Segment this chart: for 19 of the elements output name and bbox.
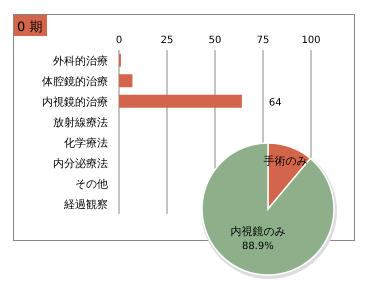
chart-title: 0 期 — [17, 20, 42, 35]
y-tick-label: 外科的治療 — [53, 54, 108, 68]
x-tick-label: 75 — [256, 35, 270, 46]
slice-label: 内視鏡のみ — [230, 224, 286, 238]
x-tick-label: 0 — [116, 35, 122, 46]
y-tick-label: 内分泌療法 — [53, 156, 108, 170]
y-tick-label: 内視鏡的治療 — [42, 95, 108, 108]
x-tick-label: 100 — [301, 35, 321, 46]
x-tick-label: 25 — [160, 35, 174, 46]
y-tick-label: その他 — [75, 177, 108, 190]
x-tick-label: 50 — [208, 35, 222, 46]
y-tick-label: 化学療法 — [64, 136, 108, 150]
data-label: 64 — [268, 97, 282, 108]
bar — [119, 74, 132, 88]
data-label: 88.9% — [242, 240, 274, 252]
y-tick-label: 放射線療法 — [53, 116, 108, 129]
bar — [119, 94, 242, 108]
y-tick-label: 体腔鏡的治療 — [42, 74, 108, 88]
y-tick-label: 経過観察 — [63, 198, 108, 211]
